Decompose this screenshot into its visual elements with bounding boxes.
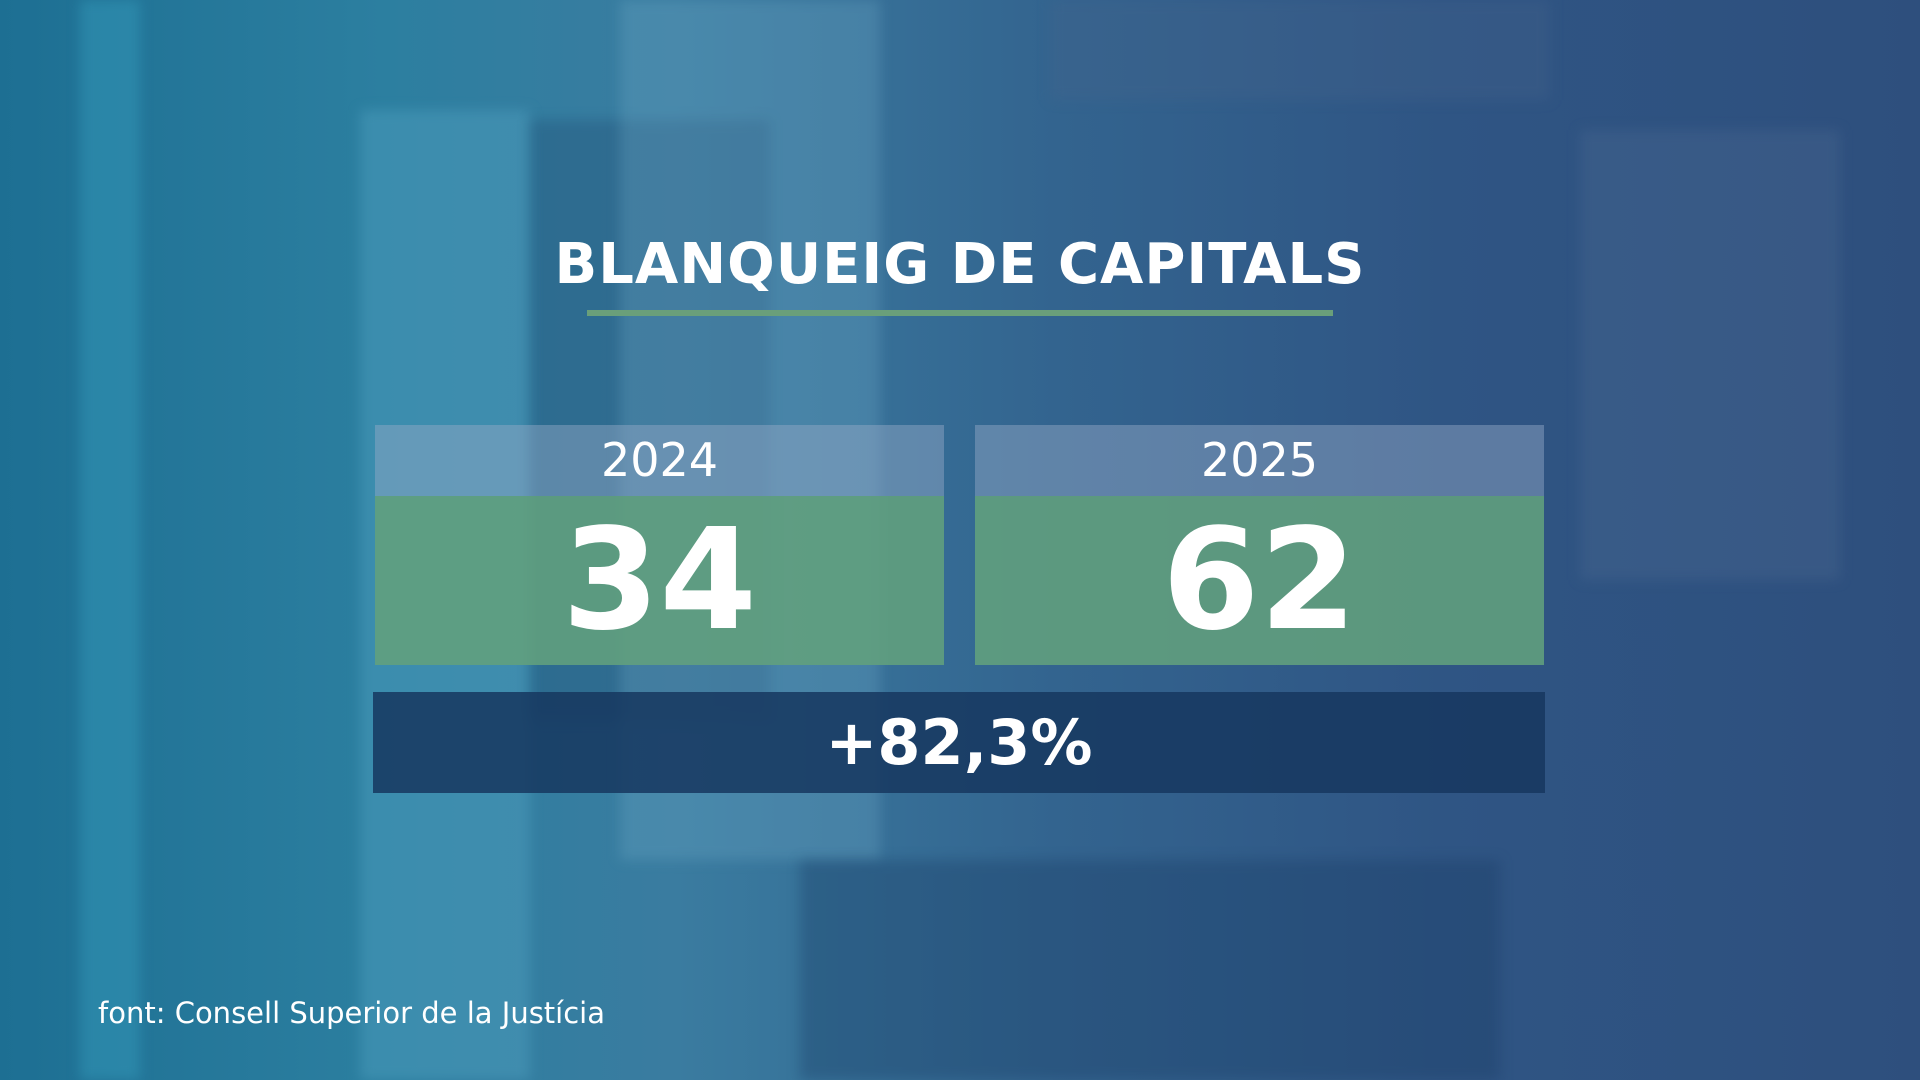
background-shape [800, 860, 1500, 1080]
background-shape [1050, 0, 1550, 100]
year-card: 2024 34 [375, 425, 944, 665]
year-label: 2024 [375, 425, 944, 496]
year-label: 2025 [975, 425, 1544, 496]
title: BLANQUEIG DE CAPITALS [554, 232, 1366, 297]
change-percent: +82,3% [373, 692, 1545, 793]
year-value: 34 [375, 496, 944, 665]
background-shape [1580, 130, 1840, 580]
year-card: 2025 62 [975, 425, 1544, 665]
background-shape [80, 0, 140, 1080]
title-underline [587, 310, 1333, 316]
year-value: 62 [975, 496, 1544, 665]
source-note: font: Consell Superior de la Justícia [98, 996, 606, 1030]
